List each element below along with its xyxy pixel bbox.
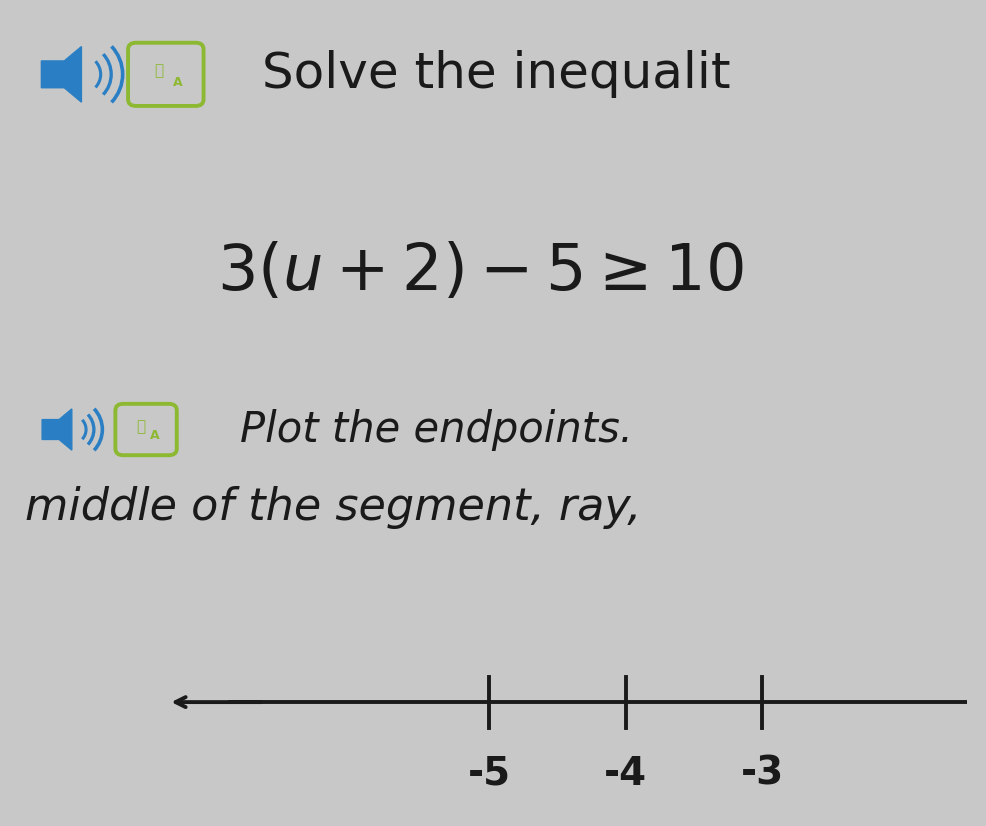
Text: Solve the inequalit: Solve the inequalit bbox=[261, 50, 730, 98]
Polygon shape bbox=[41, 46, 81, 102]
Text: -4: -4 bbox=[603, 755, 647, 793]
Text: middle of the segment, ray,: middle of the segment, ray, bbox=[25, 487, 640, 529]
Text: 文: 文 bbox=[136, 420, 146, 434]
Text: Plot the endpoints.: Plot the endpoints. bbox=[240, 409, 632, 450]
Text: 文: 文 bbox=[155, 64, 164, 78]
Polygon shape bbox=[42, 409, 72, 450]
Text: -5: -5 bbox=[467, 755, 511, 793]
Text: $3(u + 2) - 5 \geq 10$: $3(u + 2) - 5 \geq 10$ bbox=[217, 242, 742, 303]
Text: A: A bbox=[173, 76, 182, 89]
Text: -3: -3 bbox=[740, 755, 783, 793]
Text: A: A bbox=[150, 430, 160, 442]
